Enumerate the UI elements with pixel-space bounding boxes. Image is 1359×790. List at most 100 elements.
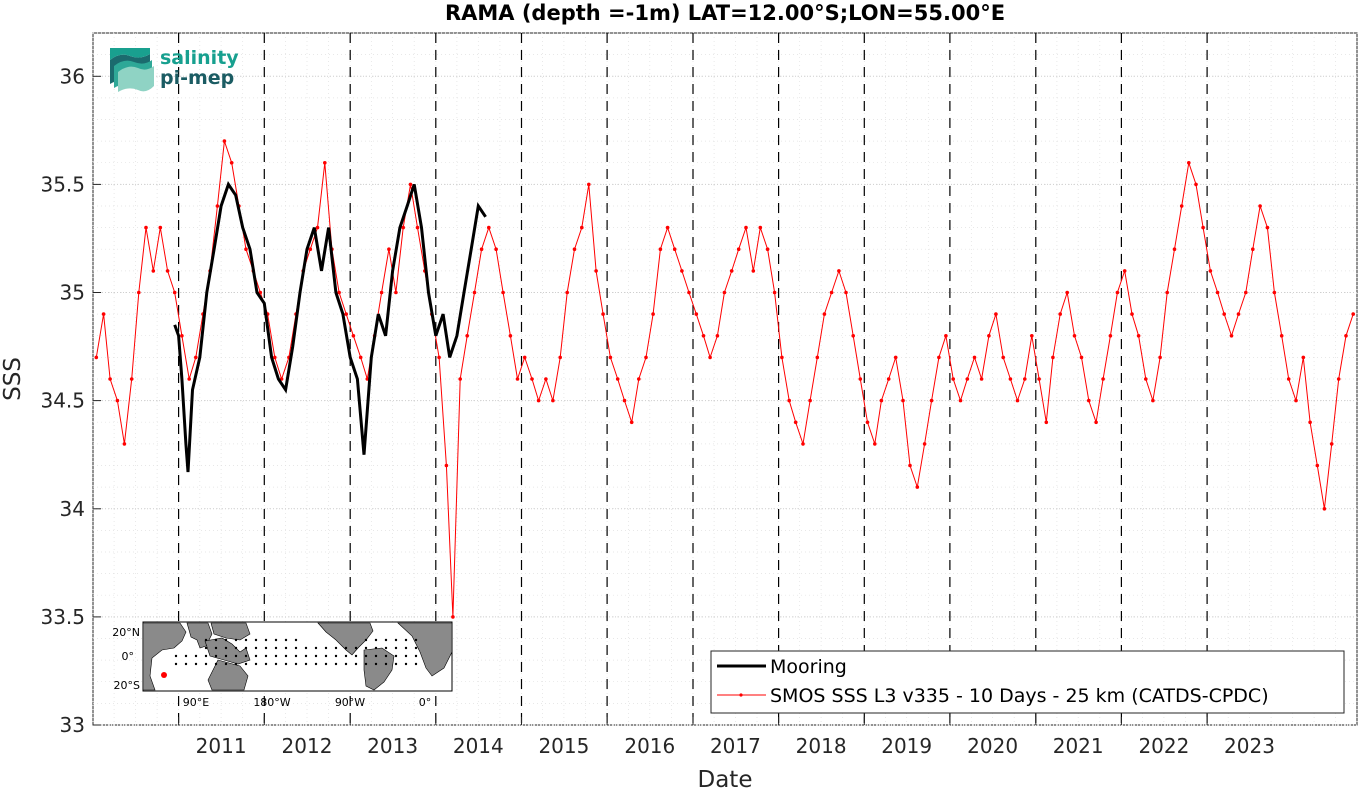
inset-array-dot bbox=[204, 638, 208, 642]
smos-data-point bbox=[937, 355, 941, 360]
smos-data-point bbox=[229, 161, 234, 165]
smos-data-point bbox=[1251, 247, 1255, 251]
inset-array-dot bbox=[224, 646, 228, 650]
smos-data-point bbox=[572, 247, 577, 251]
inset-array-dot bbox=[274, 654, 278, 658]
smos-data-point bbox=[358, 355, 363, 360]
inset-array-dot bbox=[364, 638, 368, 642]
smos-data-point bbox=[323, 161, 327, 165]
y-tick-label: 36 bbox=[60, 64, 85, 88]
smos-data-point bbox=[644, 355, 648, 360]
smos-data-point bbox=[1094, 420, 1098, 425]
smos-data-point bbox=[487, 225, 491, 230]
inset-array-dot bbox=[414, 662, 418, 666]
legend-label-smos: SMOS SSS L3 v335 - 10 Days - 25 km (CATD… bbox=[770, 685, 1269, 707]
smos-data-point bbox=[1279, 334, 1284, 338]
inset-array-dot bbox=[324, 654, 328, 658]
inset-array-dot bbox=[324, 662, 328, 666]
smos-data-point bbox=[315, 225, 320, 230]
inset-array-dot bbox=[264, 646, 268, 650]
logo-text-salinity: salinity bbox=[160, 47, 239, 69]
smos-data-point bbox=[508, 334, 513, 338]
map-lat-label-20n: 20°N bbox=[112, 626, 140, 639]
smos-data-point bbox=[387, 247, 391, 251]
smos-data-point bbox=[994, 312, 998, 316]
smos-data-point bbox=[772, 290, 777, 295]
smos-data-point bbox=[1265, 225, 1270, 230]
smos-data-point bbox=[165, 269, 170, 273]
inset-array-dot bbox=[344, 654, 348, 658]
y-tick-label: 34.5 bbox=[40, 389, 85, 413]
inset-array-dot bbox=[324, 646, 328, 650]
inset-array-dot bbox=[254, 638, 258, 642]
smos-data-point bbox=[1215, 290, 1220, 295]
inset-array-dot bbox=[404, 646, 408, 650]
inset-array-dot bbox=[234, 654, 238, 658]
smos-data-point bbox=[587, 182, 591, 187]
smos-data-point bbox=[580, 225, 584, 230]
inset-array-dot bbox=[374, 646, 378, 650]
x-tick-label: 2018 bbox=[796, 734, 847, 758]
smos-data-point bbox=[901, 398, 905, 403]
smos-data-point bbox=[501, 290, 505, 295]
inset-array-dot bbox=[234, 662, 238, 666]
smos-data-point bbox=[1044, 420, 1049, 425]
smos-data-point bbox=[865, 420, 870, 425]
smos-data-point bbox=[787, 398, 791, 403]
smos-data-point bbox=[115, 398, 120, 403]
inset-array-dot bbox=[384, 654, 388, 658]
logo-text-pi-mep: pi-mep bbox=[160, 67, 234, 89]
smos-data-point bbox=[758, 225, 763, 230]
smos-data-point bbox=[658, 247, 663, 251]
smos-data-point bbox=[765, 247, 770, 251]
inset-array-dot bbox=[244, 662, 248, 666]
smos-data-point bbox=[1115, 290, 1120, 295]
smos-data-point bbox=[1023, 377, 1027, 381]
x-tick-label: 2014 bbox=[453, 734, 504, 758]
salinity-pi-mep-logo: salinity pi-mep bbox=[110, 47, 239, 92]
inset-array-dot bbox=[314, 654, 318, 658]
map-lon-label-0: 0° bbox=[419, 696, 432, 709]
smos-data-point bbox=[1065, 290, 1069, 295]
smos-data-point bbox=[1030, 334, 1034, 338]
inset-array-dot bbox=[274, 662, 278, 666]
inset-array-dot bbox=[234, 646, 238, 650]
x-tick-label: 2022 bbox=[1138, 734, 1189, 758]
smos-data-point bbox=[337, 290, 341, 295]
smos-data-point bbox=[137, 290, 141, 295]
smos-data-point bbox=[594, 269, 598, 273]
legend: Mooring SMOS SSS L3 v335 - 10 Days - 25 … bbox=[710, 650, 1345, 714]
smos-data-point bbox=[494, 247, 498, 251]
smos-data-point bbox=[437, 355, 441, 360]
inset-array-dot bbox=[304, 654, 308, 658]
inset-array-dot bbox=[384, 646, 388, 650]
inset-array-dot bbox=[314, 662, 318, 666]
inset-array-dot bbox=[304, 646, 308, 650]
inset-array-dot bbox=[194, 662, 198, 666]
smos-data-point bbox=[194, 355, 198, 360]
smos-data-point bbox=[472, 290, 477, 295]
smos-data-point bbox=[808, 398, 812, 403]
inset-mooring-array-dots bbox=[174, 638, 418, 666]
inset-array-dot bbox=[364, 662, 368, 666]
y-tick-label: 33.5 bbox=[40, 605, 85, 629]
mooring-series-line bbox=[173, 181, 487, 473]
inset-array-dot bbox=[204, 662, 208, 666]
inset-array-dot bbox=[254, 646, 258, 650]
smos-data-point bbox=[629, 420, 634, 425]
inset-array-dot bbox=[284, 662, 288, 666]
inset-array-dot bbox=[214, 654, 218, 658]
smos-data-point bbox=[479, 247, 484, 251]
smos-data-point bbox=[565, 290, 569, 295]
inset-array-dot bbox=[284, 646, 288, 650]
smos-data-point bbox=[886, 377, 891, 381]
inset-array-dot bbox=[234, 638, 238, 642]
smos-data-point bbox=[222, 139, 227, 143]
inset-array-dot bbox=[264, 638, 268, 642]
chart-title: RAMA (depth =-1m) LAT=12.00°S;LON=55.00°… bbox=[445, 1, 1005, 25]
inset-array-dot bbox=[394, 654, 398, 658]
smos-data-point bbox=[536, 398, 541, 403]
smos-data-point bbox=[144, 225, 148, 230]
smos-data-point bbox=[829, 290, 834, 295]
smos-data-point bbox=[715, 334, 720, 338]
